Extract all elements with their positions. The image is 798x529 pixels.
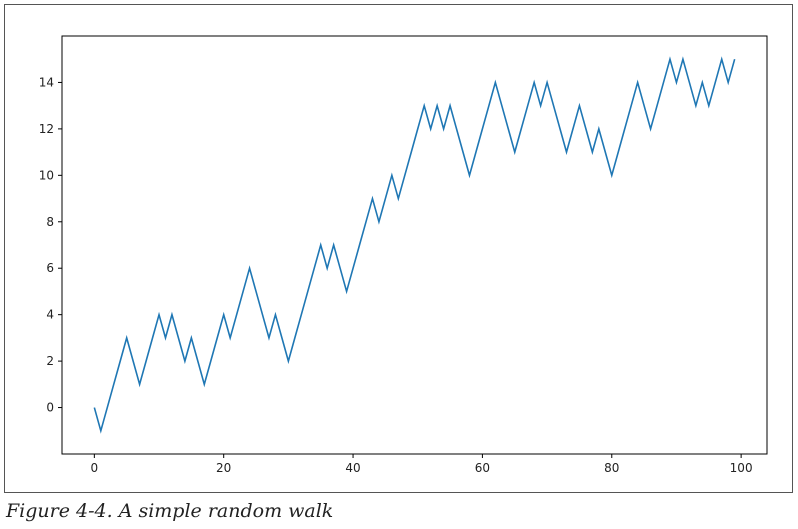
random-walk-line (93, 56, 736, 434)
y-tick-label: 2 (46, 354, 54, 368)
y-tick-label: 10 (39, 168, 54, 182)
x-axis: 0 20 40 60 80 100 (91, 454, 753, 475)
y-tick-label: 8 (46, 215, 54, 229)
x-tick-label: 60 (475, 461, 490, 475)
x-tick-label: 100 (730, 461, 753, 475)
x-tick-label: 40 (345, 461, 360, 475)
y-tick-label: 0 (46, 401, 54, 415)
y-tick-label: 14 (39, 75, 54, 89)
x-tick-label: 20 (216, 461, 231, 475)
y-tick-label: 12 (39, 122, 54, 136)
y-tick-label: 6 (46, 261, 54, 275)
plot-area (61, 35, 768, 455)
figure-frame: 0 2 4 6 8 10 12 14 0 20 40 60 80 100 (4, 4, 793, 493)
y-tick-label: 4 (46, 308, 54, 322)
figure-caption: Figure 4-4. A simple random walk (6, 500, 334, 522)
x-tick-label: 0 (91, 461, 99, 475)
line-chart: 0 2 4 6 8 10 12 14 0 20 40 60 80 100 (39, 35, 768, 475)
y-axis: 0 2 4 6 8 10 12 14 (39, 75, 62, 415)
x-tick-label: 80 (604, 461, 619, 475)
